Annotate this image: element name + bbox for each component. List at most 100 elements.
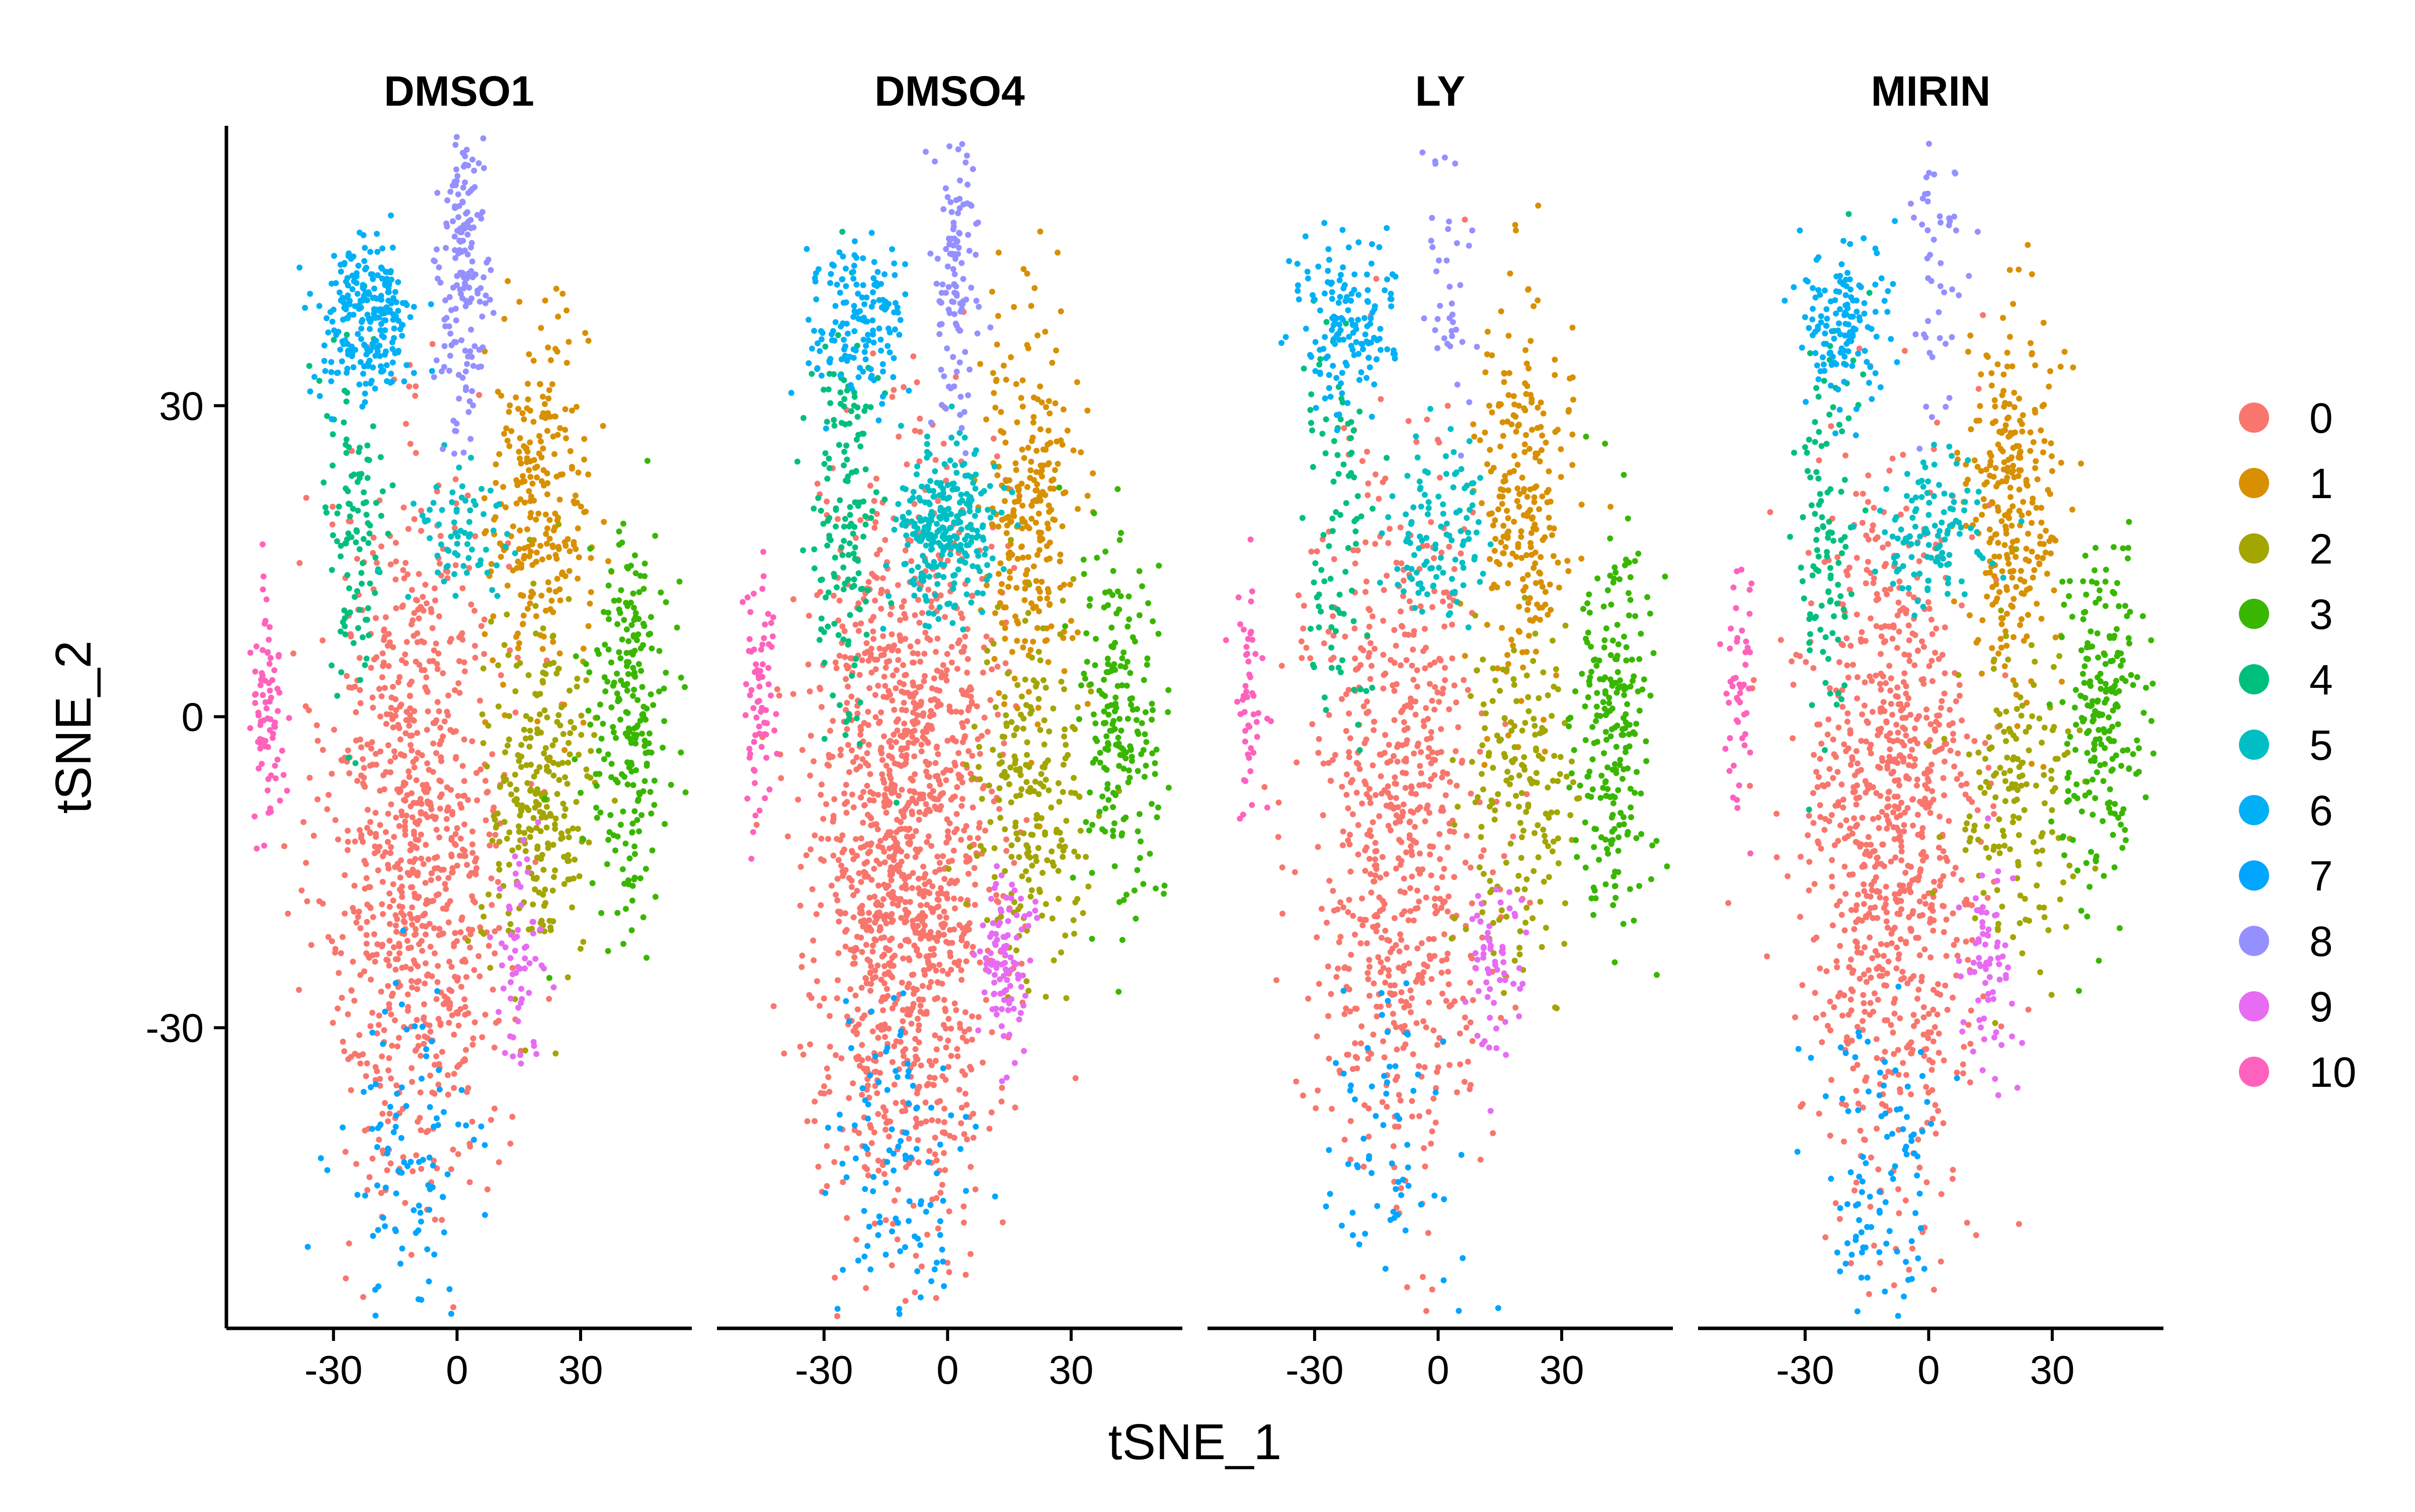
point (441, 1229, 447, 1236)
point (942, 614, 948, 620)
point (416, 1203, 422, 1209)
point (882, 537, 889, 543)
point (541, 707, 548, 713)
point (893, 829, 900, 835)
point (906, 1011, 913, 1018)
cluster-3-points (541, 457, 689, 981)
point (906, 957, 913, 964)
point (850, 1080, 856, 1086)
point (875, 1034, 881, 1041)
point (447, 353, 453, 359)
point (639, 684, 646, 690)
point (385, 1145, 391, 1152)
point (435, 650, 442, 657)
point (512, 870, 519, 877)
point (630, 632, 637, 639)
point (1089, 935, 1095, 942)
point (345, 292, 351, 299)
point (663, 599, 669, 605)
point (1032, 853, 1039, 860)
point (508, 791, 515, 798)
point (870, 635, 877, 642)
point (368, 665, 374, 671)
point (572, 756, 578, 763)
point (434, 979, 441, 985)
point (1034, 332, 1041, 339)
point (1044, 520, 1051, 527)
point (934, 853, 941, 860)
point (1123, 682, 1130, 689)
point (605, 837, 612, 843)
point (915, 651, 921, 657)
point (365, 632, 372, 639)
point (812, 1098, 818, 1105)
point (541, 750, 547, 757)
point (1036, 589, 1043, 595)
point (587, 600, 593, 607)
point (541, 401, 548, 407)
point (495, 879, 501, 885)
point (476, 298, 483, 305)
point (518, 592, 524, 598)
point (543, 531, 549, 537)
point (370, 423, 376, 430)
point (946, 880, 953, 887)
point (822, 343, 829, 350)
point (1011, 753, 1018, 760)
point (1115, 743, 1122, 749)
point (1021, 597, 1028, 603)
point (481, 495, 488, 502)
point (441, 343, 448, 349)
point (534, 692, 540, 698)
point (875, 791, 881, 798)
point (392, 922, 399, 929)
point (875, 720, 882, 726)
point (1060, 761, 1067, 768)
point (678, 674, 684, 681)
point (648, 810, 655, 817)
point (1022, 638, 1028, 645)
point (431, 950, 438, 957)
point (608, 704, 615, 710)
point (1044, 595, 1051, 602)
point (459, 585, 466, 592)
point (444, 826, 450, 832)
point (313, 722, 320, 729)
point (377, 454, 384, 460)
point (818, 902, 824, 908)
point (970, 1135, 977, 1141)
point (1003, 720, 1010, 727)
point (1002, 868, 1008, 874)
point (865, 658, 872, 664)
point (901, 721, 908, 727)
point (409, 884, 416, 891)
point (842, 910, 848, 916)
point (450, 1146, 456, 1153)
point (614, 670, 620, 677)
point (1000, 1219, 1006, 1226)
point (438, 738, 444, 744)
point (355, 331, 361, 337)
point (319, 637, 326, 644)
point (259, 761, 265, 767)
point (1033, 487, 1040, 494)
point (317, 1155, 324, 1161)
point (995, 604, 1001, 610)
point (869, 571, 875, 577)
point (992, 610, 998, 616)
point (963, 1101, 970, 1108)
point (617, 717, 623, 723)
point (418, 528, 424, 534)
point (582, 330, 589, 336)
point (839, 849, 846, 856)
point (340, 619, 346, 625)
point (461, 996, 468, 1002)
point (367, 580, 373, 587)
point (469, 828, 475, 835)
point (522, 1047, 528, 1054)
point (815, 1163, 822, 1170)
point (454, 173, 461, 179)
point (857, 724, 864, 730)
point (975, 507, 981, 514)
point (263, 596, 270, 603)
